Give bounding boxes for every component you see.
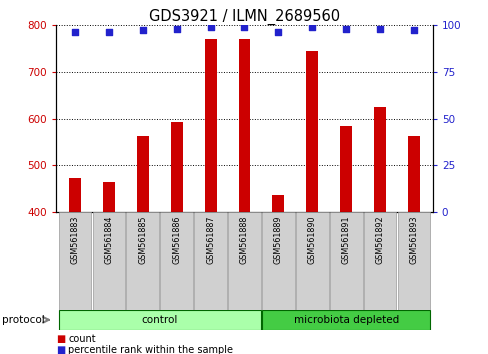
Bar: [262, 212, 294, 310]
Bar: [69, 178, 81, 212]
Bar: [295, 212, 328, 310]
Text: GSM561885: GSM561885: [138, 215, 147, 264]
Bar: [160, 212, 193, 310]
Point: [240, 24, 248, 29]
Text: GSM561890: GSM561890: [307, 215, 316, 264]
Text: GSM561889: GSM561889: [273, 215, 283, 264]
Text: GDS3921 / ILMN_2689560: GDS3921 / ILMN_2689560: [149, 9, 339, 25]
Bar: [170, 122, 182, 212]
Text: protocol: protocol: [2, 315, 45, 325]
Point: [308, 24, 316, 29]
Bar: [204, 39, 216, 212]
Point: [375, 26, 383, 32]
Text: percentile rank within the sample: percentile rank within the sample: [68, 345, 233, 354]
Bar: [407, 136, 419, 212]
Point: [342, 26, 349, 32]
Bar: [306, 51, 318, 212]
Bar: [238, 39, 250, 212]
Bar: [329, 212, 362, 310]
Bar: [92, 212, 125, 310]
Text: GSM561892: GSM561892: [375, 215, 384, 264]
Text: ■: ■: [56, 345, 65, 354]
Point: [206, 24, 214, 29]
Bar: [262, 310, 429, 330]
Text: count: count: [68, 334, 96, 344]
Text: GSM561888: GSM561888: [240, 215, 248, 264]
Bar: [59, 310, 260, 330]
Bar: [228, 212, 260, 310]
Point: [274, 29, 282, 35]
Text: ■: ■: [56, 334, 65, 344]
Text: GSM561891: GSM561891: [341, 215, 350, 264]
Bar: [102, 182, 115, 212]
Bar: [373, 107, 386, 212]
Text: control: control: [141, 315, 178, 325]
Point: [105, 29, 113, 35]
Point: [71, 29, 79, 35]
Text: GSM561893: GSM561893: [409, 215, 418, 264]
Bar: [340, 126, 351, 212]
Bar: [272, 195, 284, 212]
Text: GSM561887: GSM561887: [205, 215, 215, 264]
Text: microbiota depleted: microbiota depleted: [293, 315, 398, 325]
Point: [139, 28, 146, 33]
Point: [172, 26, 180, 32]
Bar: [397, 212, 429, 310]
Text: GSM561883: GSM561883: [70, 215, 79, 264]
Bar: [137, 136, 148, 212]
Bar: [59, 212, 91, 310]
Text: GSM561884: GSM561884: [104, 215, 113, 264]
Bar: [126, 212, 159, 310]
Bar: [363, 212, 396, 310]
Bar: [194, 212, 226, 310]
Text: GSM561886: GSM561886: [172, 215, 181, 264]
Point: [409, 28, 417, 33]
